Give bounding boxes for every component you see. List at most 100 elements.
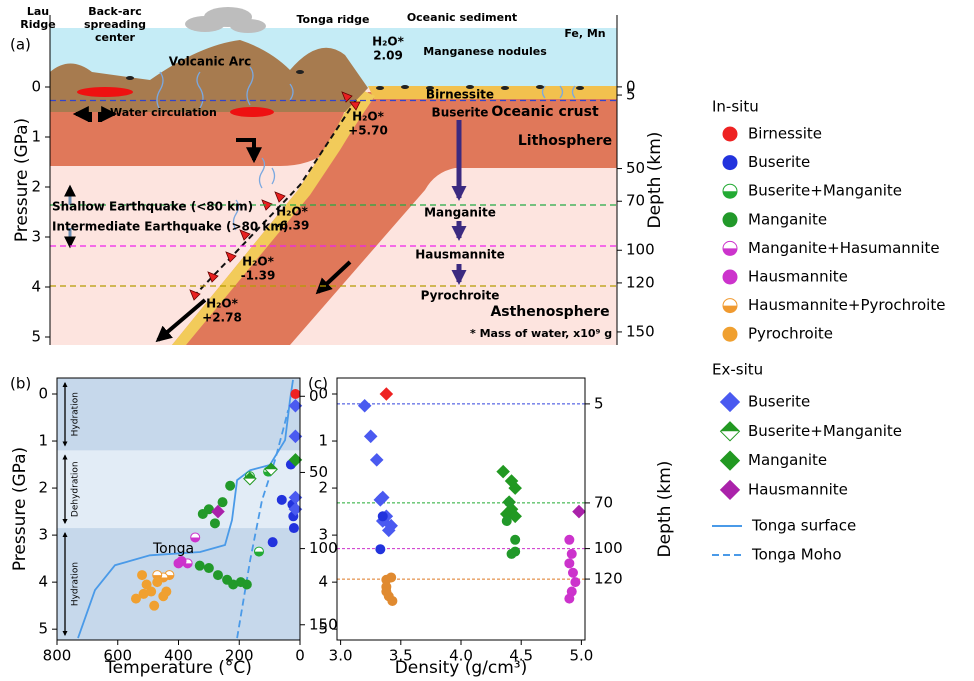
data-point (497, 466, 509, 478)
point-shape (150, 601, 159, 610)
phase-label: Manganite (424, 206, 496, 220)
point-shape (153, 578, 162, 587)
data-point (138, 571, 147, 580)
data-point (565, 594, 574, 603)
legend-marker-shape (721, 451, 740, 470)
legend-marker-shape (723, 156, 737, 170)
point-shape (502, 516, 511, 525)
water-value: +2.78 (202, 311, 242, 325)
point-shape (382, 587, 391, 596)
point-shape (376, 545, 385, 554)
data-point (388, 596, 397, 605)
annotation: Lau (27, 5, 49, 18)
y-tick-label: 2 (38, 479, 48, 497)
data-point (505, 498, 514, 507)
legend-marker-shape (723, 270, 737, 284)
point-shape (226, 481, 235, 490)
nodule (296, 70, 304, 74)
annotation: center (95, 31, 136, 44)
y-tick-label: 3 (318, 526, 328, 544)
water-label: H₂O* (372, 35, 405, 49)
water-value: -1.39 (241, 269, 276, 283)
point-shape (568, 568, 577, 577)
nodule (376, 86, 384, 90)
nodule (501, 86, 509, 90)
point-shape (571, 578, 580, 587)
legend-marker-shape (723, 213, 737, 227)
data-point (359, 400, 371, 412)
point-shape (139, 589, 148, 598)
y-tick-label: 2 (318, 479, 328, 497)
point-shape (567, 549, 576, 558)
data-point (565, 559, 574, 568)
point-shape (565, 559, 574, 568)
water-value: 2.09 (373, 49, 403, 63)
legend-label: Hausmannite+Pyrochroite (748, 296, 945, 314)
data-point (195, 561, 204, 570)
phase-label: Buserite (432, 106, 489, 120)
background-band (57, 378, 300, 450)
point-shape (213, 571, 222, 580)
annotation: Fe, Mn (564, 27, 605, 40)
y-tick-label: 1 (31, 128, 41, 146)
data-point (213, 571, 222, 580)
magma (230, 107, 274, 117)
y-tick-label: 1 (318, 432, 328, 450)
y2-tick-label: 5 (626, 86, 636, 104)
y-tick-label: 0 (38, 384, 48, 402)
data-point (291, 389, 300, 398)
data-point (382, 587, 391, 596)
point-shape (277, 495, 286, 504)
data-point (365, 430, 377, 442)
data-point (371, 454, 383, 466)
data-point (565, 535, 574, 544)
legend-label: Tonga Moho (751, 546, 842, 564)
point-shape (505, 498, 514, 507)
annotation: * Mass of water, x10⁹ g (470, 327, 612, 340)
x-axis-title: Temperature (°C) (104, 658, 252, 678)
annotation: Back-arc (88, 5, 142, 18)
annotation: Manganese nodules (423, 45, 547, 58)
point-shape (218, 498, 227, 507)
panel-label: (c) (308, 375, 328, 393)
data-point (289, 524, 298, 533)
plot-frame (337, 378, 585, 640)
y2-tick-label: 120 (594, 570, 623, 588)
nodule (576, 86, 584, 90)
y2-tick-label: 5 (594, 394, 604, 412)
y-tick-label: 0 (31, 78, 41, 96)
legend-marker-half (723, 306, 737, 313)
point-shape (289, 524, 298, 533)
y-tick-label: 3 (38, 526, 48, 544)
y-tick-label: 2 (31, 178, 41, 196)
legend-entry: Manganite (721, 451, 828, 470)
data-point (226, 481, 235, 490)
point-shape (291, 389, 300, 398)
panel-label: (a) (10, 36, 31, 54)
legend-label: Birnessite (748, 125, 822, 143)
legend-entry: Hausmannite (721, 480, 848, 499)
legend-label: Hausmannite (748, 268, 848, 286)
point-shape (359, 400, 371, 412)
y2-tick-label: 70 (626, 192, 645, 210)
legend-entry: Birnessite (723, 125, 822, 143)
legend-marker-half (723, 191, 737, 198)
point-shape (365, 430, 377, 442)
point-shape (565, 535, 574, 544)
point-shape (223, 575, 232, 584)
legend-marker-half (723, 248, 737, 255)
band-label: Dehydration (71, 461, 81, 517)
data-point (277, 495, 286, 504)
data-point (573, 506, 585, 518)
nodule (126, 76, 134, 80)
point-shape (242, 580, 251, 589)
point-shape (573, 506, 585, 518)
y-axis-title: Pressure (GPa) (12, 118, 32, 242)
page: { "chart_data": [ { "type": "cross-secti… (0, 0, 974, 681)
water-value: -6.39 (275, 219, 310, 233)
y-tick-label: 4 (318, 573, 328, 591)
annotation: Tonga ridge (297, 13, 370, 26)
point-shape (380, 388, 392, 400)
y-tick-label: 1 (38, 432, 48, 450)
data-point (139, 589, 148, 598)
